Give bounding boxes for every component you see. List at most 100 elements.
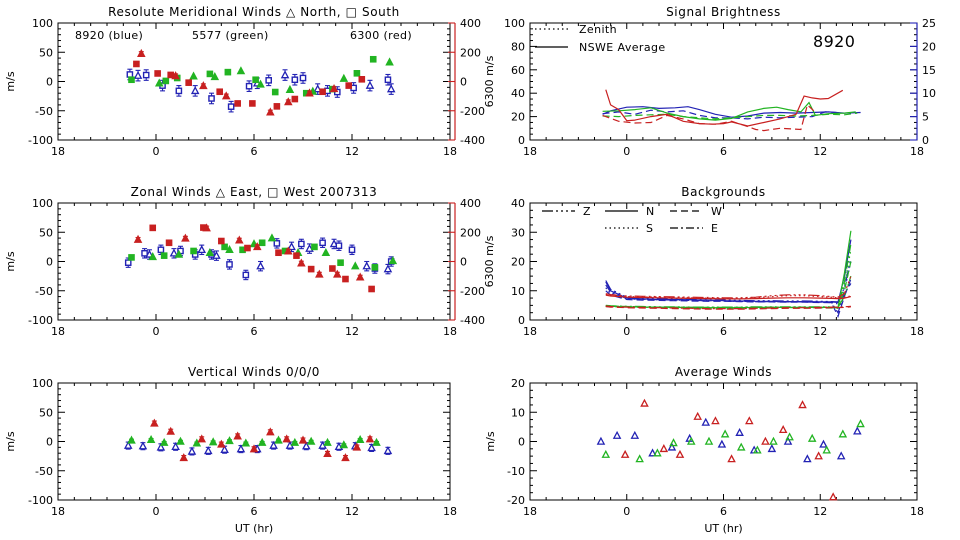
legend-item: W	[670, 205, 722, 218]
svg-text:0: 0	[518, 134, 525, 147]
svg-text:12: 12	[813, 505, 827, 518]
svg-text:6: 6	[251, 145, 258, 158]
legend-item: E	[670, 222, 718, 235]
svg-text:0: 0	[46, 76, 53, 89]
svg-text:18: 18	[523, 325, 537, 338]
svg-text:W: W	[711, 205, 722, 218]
y-axis-label: m/s	[4, 431, 17, 451]
legend-item: Zenith	[535, 23, 617, 36]
panel-zonal-winds: 18 0 6 12 18 100 50 0 -50 -100 400 200 0 -200 -400 6300…	[0, 180, 496, 360]
svg-text:E: E	[711, 222, 718, 235]
svg-text:50: 50	[39, 46, 53, 59]
panel-average-winds: 18 0 6 12 18 20 10 0 -10 -20 Average Winds m/s UT (h…	[480, 360, 960, 540]
svg-text:-400: -400	[460, 134, 485, 147]
chart-title: Zonal Winds △ East, □ West 2007313	[131, 185, 378, 199]
svg-text:20: 20	[511, 256, 525, 269]
y-axis-label: m/s	[484, 431, 497, 451]
series-8920-n	[605, 239, 852, 304]
chart-title: Resolute Meridional Winds △ North, □ Sou…	[108, 5, 400, 19]
svg-text:6300 (red): 6300 (red)	[350, 29, 412, 42]
svg-text:0: 0	[153, 505, 160, 518]
legend-item: 6300 (red)	[350, 29, 412, 42]
svg-text:-100: -100	[28, 134, 53, 147]
series-6300	[150, 418, 375, 462]
svg-text:6: 6	[251, 325, 258, 338]
chart-title: Average Winds	[675, 365, 772, 379]
svg-text:-50: -50	[35, 105, 53, 118]
svg-text:0: 0	[518, 314, 525, 327]
x-axis-label: UT (hr)	[704, 522, 742, 535]
svg-text:40: 40	[511, 197, 525, 210]
svg-text:12: 12	[345, 505, 359, 518]
x-axis-label: UT (hr)	[235, 522, 273, 535]
svg-text:0: 0	[623, 505, 630, 518]
svg-text:18: 18	[443, 145, 457, 158]
panel-meridional-winds: 18 0 6 12 18 100 50 0 -50 -100 400 200 0 -200 -400 6300…	[0, 0, 496, 180]
series-5577-z	[605, 275, 852, 308]
svg-text:25: 25	[922, 17, 936, 30]
svg-text:200: 200	[460, 46, 481, 59]
svg-text:100: 100	[32, 377, 53, 390]
chart-vertical-winds: 18 0 6 12 18 100 50 0 -50 -100 Vertical Winds 0/0/…	[4, 365, 457, 535]
axes: 18 0 6 12 18 100 50 0 -50 -100	[28, 377, 457, 518]
series-6300	[620, 398, 838, 501]
svg-text:18: 18	[910, 145, 924, 158]
axes: 18 0 6 12 18 100 50 0 -50 -100	[28, 17, 457, 158]
series-8920-e	[605, 283, 852, 315]
panel-backgrounds: 18 0 6 12 18 40 30 20 10 0 Backgrounds Z N W S E	[480, 180, 960, 360]
legend-item: Z	[542, 205, 591, 218]
svg-text:5: 5	[922, 111, 929, 124]
svg-text:0: 0	[460, 256, 467, 269]
right-axis-red: 400 200 0 -200 -400 6300 m/s	[448, 17, 496, 147]
svg-text:-100: -100	[28, 494, 53, 507]
legend-item: 5577 (green)	[192, 29, 269, 42]
legend-item: 8920 (blue)	[75, 29, 143, 42]
svg-text:6300 m/s: 6300 m/s	[483, 55, 496, 107]
svg-text:12: 12	[813, 145, 827, 158]
svg-text:20: 20	[511, 377, 525, 390]
series-5577-zenith	[602, 112, 858, 120]
y-axis-label: m/s	[4, 251, 17, 271]
legend-item: S	[605, 222, 653, 235]
svg-text:20: 20	[511, 111, 525, 124]
series-6300-nswe-average	[605, 89, 844, 127]
svg-text:0: 0	[46, 256, 53, 269]
svg-text:10: 10	[922, 87, 936, 100]
svg-text:100: 100	[32, 17, 53, 30]
y-axis-label: m/s	[4, 71, 17, 91]
svg-text:80: 80	[511, 40, 525, 53]
series-5577	[127, 434, 381, 449]
svg-text:5577 (green): 5577 (green)	[192, 29, 269, 42]
svg-text:12: 12	[345, 325, 359, 338]
svg-text:10: 10	[511, 285, 525, 298]
series-8920	[596, 417, 862, 463]
svg-text:40: 40	[511, 87, 525, 100]
right-axis-red: 400 200 0 -200 -400 6300 m/s	[448, 197, 496, 327]
series-8920	[124, 237, 395, 281]
svg-text:18: 18	[51, 145, 65, 158]
svg-text:100: 100	[504, 17, 525, 30]
svg-text:18: 18	[443, 325, 457, 338]
svg-text:8920: 8920	[813, 32, 855, 51]
svg-text:-200: -200	[460, 285, 485, 298]
svg-text:6: 6	[251, 505, 258, 518]
svg-text:20: 20	[922, 40, 936, 53]
svg-text:NSWE Average: NSWE Average	[579, 41, 666, 54]
svg-text:Z: Z	[583, 205, 591, 218]
svg-text:0: 0	[153, 325, 160, 338]
right-axis-blue: 25 20 15 10 5 0	[910, 17, 936, 147]
svg-text:-10: -10	[507, 465, 525, 478]
svg-text:18: 18	[523, 145, 537, 158]
svg-text:-200: -200	[460, 105, 485, 118]
svg-text:-20: -20	[507, 494, 525, 507]
svg-text:N: N	[646, 205, 655, 218]
svg-text:12: 12	[345, 145, 359, 158]
svg-text:18: 18	[910, 325, 924, 338]
svg-text:15: 15	[922, 64, 936, 77]
svg-text:18: 18	[443, 505, 457, 518]
